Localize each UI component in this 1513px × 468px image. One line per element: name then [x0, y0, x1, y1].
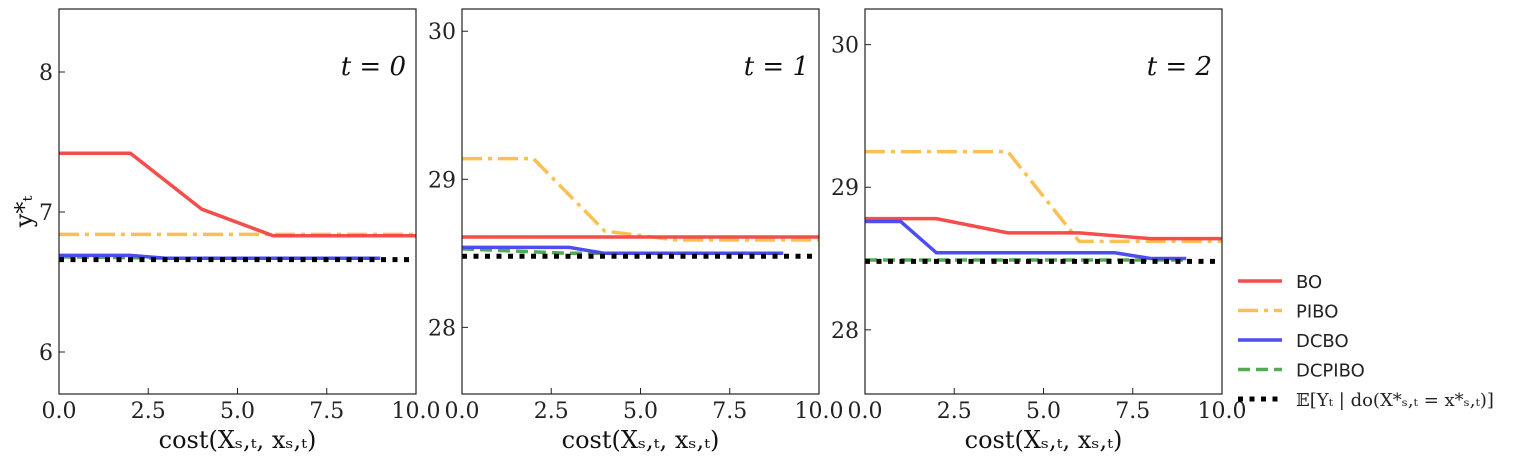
legend-label-bo: BO	[1296, 272, 1322, 293]
legend: BO PIBO DCBO DCPIBO 𝔼[Yₜ | do(X*ₛ,ₜ = x*ₛ,ₜ)…	[1238, 272, 1494, 411]
series-line-pibo	[865, 149, 1222, 244]
panel-label: t = 2	[1147, 52, 1212, 82]
x-tick-label: 5.0	[1026, 399, 1061, 424]
legend-label-pibo: PIBO	[1296, 302, 1338, 323]
x-tick-label: 0.0	[42, 399, 77, 424]
x-tick-label: 10.0	[795, 399, 844, 424]
y-tick-label: 29	[428, 168, 456, 193]
y-axis-label: y*ₜ	[10, 196, 38, 229]
panel-1: 0.0 2.5 5.0 7.5 10.0 28 29 30 t = 1 cost(Xₛ,ₜ, xₛ…	[428, 8, 844, 454]
series-line-pibo	[462, 156, 819, 242]
y-tick-label: 6	[39, 341, 53, 366]
x-tick-label: 7.5	[309, 399, 344, 424]
x-axis-label: cost(Xₛ,ₜ, xₛ,ₜ)	[159, 426, 317, 454]
y-tick-label: 28	[831, 319, 859, 344]
panel-2: 0.0 2.5 5.0 7.5 10.0 28 29 30 t = 2 cost(Xₛ,ₜ, xₛ…	[831, 8, 1247, 454]
x-tick-label: 10.0	[392, 399, 441, 424]
x-tick-label: 0.0	[445, 399, 480, 424]
panel-0: 0.0 2.5 5.0 7.5 10.0 6 7 8 t = 0 cost(Xₛ,ₜ, xₛ,ₜ)…	[10, 8, 441, 454]
y-tick-label: 29	[831, 176, 859, 201]
series-line-bo	[59, 151, 416, 238]
x-axis-label: cost(Xₛ,ₜ, xₛ,ₜ)	[965, 426, 1123, 454]
panel-label: t = 0	[341, 52, 406, 82]
panel-label: t = 1	[744, 52, 809, 82]
x-tick-label: 7.5	[1115, 399, 1150, 424]
y-tick-label: 30	[831, 34, 859, 59]
series-line-bo	[865, 216, 1222, 241]
x-tick-label: 0.0	[848, 399, 883, 424]
legend-label-dcpibo: DCPIBO	[1296, 361, 1365, 382]
series-line-dcbo	[59, 253, 381, 260]
series-group	[462, 156, 819, 259]
y-tick-label: 7	[39, 201, 53, 226]
series-line-dcbo	[462, 245, 784, 256]
y-tick-label: 8	[39, 61, 53, 86]
series-group	[865, 149, 1222, 264]
series-line-dcbo	[865, 219, 1187, 261]
x-tick-label: 7.5	[712, 399, 747, 424]
x-tick-label: 10.0	[1198, 399, 1247, 424]
legend-label-ytrue: 𝔼[Yₜ | do(X*ₛ,ₜ = x*ₛ,ₜ)]	[1296, 390, 1494, 411]
x-tick-label: 2.5	[937, 399, 972, 424]
x-tick-label: 5.0	[220, 399, 255, 424]
x-axis-label: cost(Xₛ,ₜ, xₛ,ₜ)	[562, 426, 720, 454]
x-tick-label: 5.0	[623, 399, 658, 424]
y-tick-label: 30	[428, 20, 456, 45]
y-tick-label: 28	[428, 316, 456, 341]
legend-label-dcbo: DCBO	[1296, 331, 1349, 352]
x-tick-label: 2.5	[534, 399, 569, 424]
series-group	[59, 151, 416, 263]
x-tick-label: 2.5	[131, 399, 166, 424]
